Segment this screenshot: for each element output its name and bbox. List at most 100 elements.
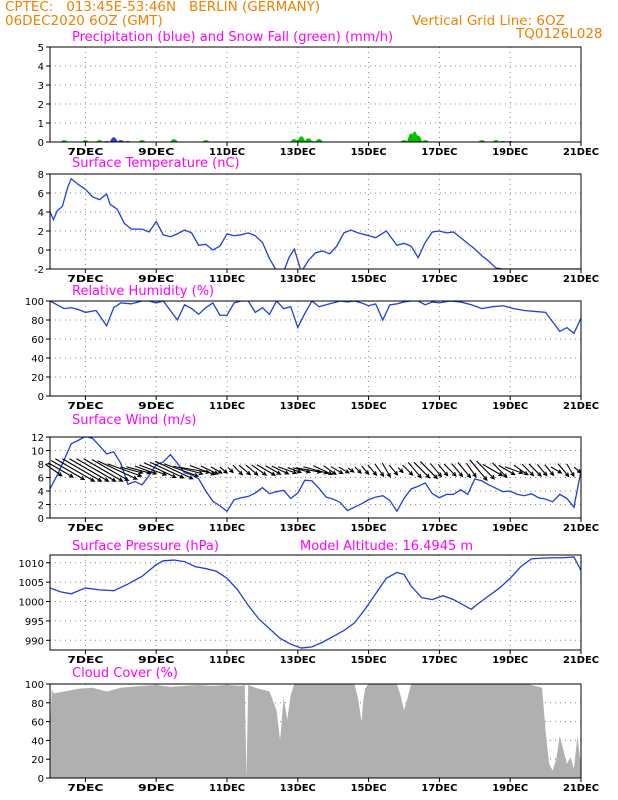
wind-arrow [476, 460, 496, 480]
wind-arrow [83, 458, 124, 482]
x-tick-label: 19DEC [492, 523, 528, 534]
x-tick-label: 7DEC [67, 274, 103, 285]
x-tick-label: 21DEC [563, 655, 599, 666]
x-tick-label: 9DEC [138, 401, 174, 412]
x-tick-label: 21DEC [563, 401, 599, 412]
x-tick-label: 9DEC [138, 147, 174, 158]
wind-arrow [413, 461, 431, 479]
panel-title: Precipitation (blue) and Snow Fall (gree… [72, 30, 393, 45]
wind-arrow [566, 463, 575, 478]
series-line [50, 556, 581, 649]
y-tick-label: 2 [38, 501, 44, 512]
wind-arrow [469, 459, 488, 482]
wind-arrow [521, 464, 535, 477]
y-tick-label: 5 [38, 43, 44, 54]
wind-arrow [265, 465, 282, 475]
wind-arrow [245, 464, 259, 476]
wind-arrow [227, 467, 234, 474]
y-tick-label: 1010 [19, 559, 44, 570]
wind-arrow [381, 462, 391, 478]
panel-title: Surface Pressure (hPa) [72, 539, 219, 554]
y-tick-label: 60 [31, 335, 44, 346]
wind-arrow [557, 463, 570, 478]
precip-bar [109, 137, 118, 142]
y-tick-label: 4 [38, 208, 44, 219]
wind-arrow [419, 461, 439, 480]
plot-frame [49, 300, 582, 397]
header-line1: CPTEC: 013:45E-53:46N BERLIN (GERMANY) [5, 0, 321, 15]
y-tick-label: 20 [31, 755, 44, 766]
x-tick-label: 13DEC [280, 523, 316, 534]
wind-arrow [573, 466, 582, 474]
wind-arrow [107, 463, 143, 478]
x-tick-label: 15DEC [351, 523, 387, 534]
y-tick-label: 1000 [19, 598, 44, 609]
panel-4: 0 2 4 6 8 10 12 7DEC 9DEC 11DEC 13DEC 15DEC 17DEC 19D… [31, 413, 599, 534]
series-line [50, 301, 581, 335]
wind-arrow [91, 459, 130, 482]
snow-bar [414, 135, 423, 142]
panel-1: 0 1 2 3 4 5 7DEC 9DEC 11DEC 13DEC 15DEC 17DEC 19DEC 2… [38, 30, 599, 158]
snow-bar [297, 136, 306, 142]
y-tick-label: 2 [38, 100, 44, 111]
x-tick-label: 11DEC [209, 655, 245, 666]
wind-arrow [528, 463, 542, 477]
wind-arrow [397, 467, 404, 474]
header-line2: 06DEC2020 6OZ (GMT) [5, 13, 163, 29]
wind-arrow [550, 466, 563, 474]
x-tick-label: 9DEC [138, 783, 174, 794]
x-tick-label: 11DEC [209, 783, 245, 794]
wind-arrow [330, 466, 344, 475]
wind-arrow [69, 458, 110, 482]
y-tick-label: 0 [38, 514, 44, 525]
wind-arrow [48, 462, 75, 478]
wind-arrow [271, 465, 290, 475]
wind-arrow [251, 464, 268, 476]
y-tick-label: 40 [31, 354, 44, 365]
x-tick-label: 11DEC [209, 523, 245, 534]
y-tick-label: 8 [38, 170, 44, 181]
y-tick-label: 0 [38, 392, 44, 403]
wind-arrow [163, 463, 200, 478]
wind-arrow [544, 464, 555, 477]
y-tick-label: 0 [38, 246, 44, 257]
wind-arrow [134, 465, 158, 475]
wind-arrow [504, 466, 524, 475]
wind-arrow [210, 466, 223, 474]
wind-arrow [232, 464, 244, 476]
y-tick-label: 80 [31, 316, 44, 327]
panel-6: 0 20 40 60 80 100 7DEC 9DEC 11DEC 13DEC 15DEC 17DEC… [25, 666, 599, 794]
y-tick-label: 100 [25, 297, 44, 308]
wind-arrow [466, 462, 477, 478]
panel-title: Cloud Cover (%) [72, 666, 178, 681]
wind-arrow [143, 462, 177, 479]
wind-arrow [173, 465, 204, 476]
x-tick-label: 21DEC [563, 523, 599, 534]
wind-arrow [498, 464, 516, 476]
snow-bar [315, 139, 324, 142]
x-tick-label: 9DEC [138, 523, 174, 534]
wind-arrow [451, 463, 464, 478]
x-tick-label: 11DEC [209, 401, 245, 412]
plot-frame [49, 46, 582, 143]
panel-subtitle: Model Altitude: 16.4945 m [300, 539, 473, 554]
wind-arrow [388, 464, 399, 476]
series-line [50, 177, 581, 269]
wind-arrow [513, 464, 529, 476]
plot-frame [49, 173, 582, 270]
x-tick-label: 21DEC [563, 274, 599, 285]
x-tick-label: 17DEC [421, 401, 457, 412]
wind-arrow [97, 460, 138, 480]
wind-arrow [407, 461, 422, 479]
plot-frame [49, 683, 582, 779]
wind-arrow [219, 466, 229, 474]
x-tick-label: 13DEC [280, 783, 316, 794]
panel-title: Relative Humidity (%) [72, 284, 214, 299]
wind-arrow [149, 461, 185, 479]
x-tick-label: 17DEC [421, 523, 457, 534]
y-tick-label: 80 [31, 699, 44, 710]
wind-arrow [536, 464, 548, 477]
wind-arrow [200, 465, 219, 475]
grid-line-note: Vertical Grid Line: 6OZ [412, 13, 565, 29]
